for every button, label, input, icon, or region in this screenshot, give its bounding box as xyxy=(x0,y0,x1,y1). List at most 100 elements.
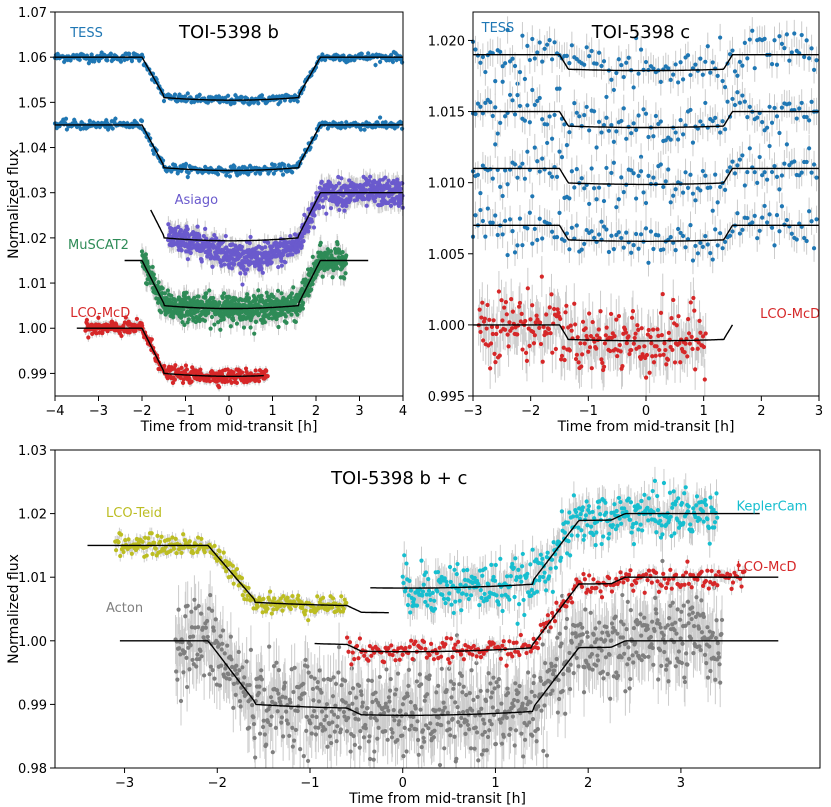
data-point xyxy=(382,193,387,198)
data-point xyxy=(392,201,397,206)
data-point xyxy=(201,233,206,239)
data-point xyxy=(253,171,258,176)
data-point xyxy=(192,295,197,300)
data-point xyxy=(276,264,281,270)
data-point xyxy=(275,288,281,293)
data-point xyxy=(145,261,150,266)
data-point xyxy=(185,174,190,180)
data-point xyxy=(181,306,186,312)
data-point xyxy=(225,93,231,98)
data-point xyxy=(302,212,307,217)
data-point xyxy=(172,92,178,97)
data-point xyxy=(262,320,267,325)
data-point xyxy=(253,319,259,324)
data-point xyxy=(105,58,110,63)
data-point xyxy=(259,266,264,271)
data-point xyxy=(211,295,216,301)
data-point xyxy=(161,98,167,104)
data-point xyxy=(272,163,277,168)
data-point xyxy=(241,264,246,269)
data-point xyxy=(232,100,237,105)
series-Asiago xyxy=(166,168,405,293)
data-point xyxy=(390,59,396,65)
data-point xyxy=(288,234,293,239)
data-point xyxy=(337,207,342,213)
data-point xyxy=(232,262,237,267)
data-point xyxy=(339,176,344,181)
data-point xyxy=(383,175,388,180)
data-point xyxy=(185,257,191,262)
data-point xyxy=(178,227,183,233)
data-point xyxy=(399,120,404,125)
data-point xyxy=(310,281,315,287)
data-point xyxy=(247,241,252,246)
data-point xyxy=(378,184,383,189)
data-point xyxy=(206,170,211,175)
data-point xyxy=(184,290,189,295)
data-point xyxy=(183,161,189,167)
data-point xyxy=(64,127,70,132)
data-point xyxy=(199,259,204,264)
data-point xyxy=(336,181,342,186)
data-point xyxy=(221,291,227,296)
data-point xyxy=(344,203,349,209)
data-point xyxy=(399,126,405,131)
data-point xyxy=(367,178,372,184)
data-point xyxy=(400,193,405,198)
data-point xyxy=(239,244,245,250)
data-point xyxy=(259,93,265,98)
data-point xyxy=(300,234,305,239)
data-point xyxy=(151,272,156,277)
data-point xyxy=(215,255,221,260)
data-point xyxy=(182,322,187,327)
data-point xyxy=(143,252,148,257)
data-point xyxy=(223,233,228,239)
data-point xyxy=(229,266,235,271)
model-curve xyxy=(55,56,403,101)
data-point xyxy=(353,187,359,192)
data-point xyxy=(246,296,252,301)
data-point xyxy=(398,186,403,191)
data-point xyxy=(144,281,150,287)
data-point xyxy=(328,206,334,211)
data-point xyxy=(280,172,286,177)
data-point xyxy=(203,294,208,300)
data-point xyxy=(111,57,116,62)
data-point xyxy=(317,185,322,190)
data-point xyxy=(179,248,184,253)
data-point xyxy=(265,240,271,245)
data-point xyxy=(323,195,328,200)
series-TESS xyxy=(52,49,405,108)
data-point xyxy=(167,232,172,238)
data-point xyxy=(165,288,170,293)
data-point xyxy=(289,291,295,296)
data-point xyxy=(368,174,373,179)
data-point xyxy=(252,331,257,336)
data-point xyxy=(366,196,372,201)
data-point xyxy=(279,291,284,296)
data-point xyxy=(295,249,301,254)
data-point xyxy=(319,179,324,184)
data-point xyxy=(195,224,200,229)
data-point xyxy=(233,296,238,301)
data-point xyxy=(227,295,232,300)
data-point xyxy=(383,120,388,125)
data-point xyxy=(310,254,315,260)
data-point xyxy=(373,124,378,130)
data-point xyxy=(260,270,265,275)
data-point xyxy=(160,286,165,291)
data-point xyxy=(278,99,283,105)
data-point xyxy=(320,198,325,203)
data-point xyxy=(276,249,282,254)
data-point xyxy=(276,324,281,330)
data-point xyxy=(245,267,250,272)
data-point xyxy=(239,95,244,100)
data-point xyxy=(108,51,113,56)
data-point xyxy=(150,264,155,270)
data-point xyxy=(234,321,240,326)
data-point xyxy=(89,52,94,57)
data-point xyxy=(299,243,304,248)
data-point xyxy=(300,300,306,305)
